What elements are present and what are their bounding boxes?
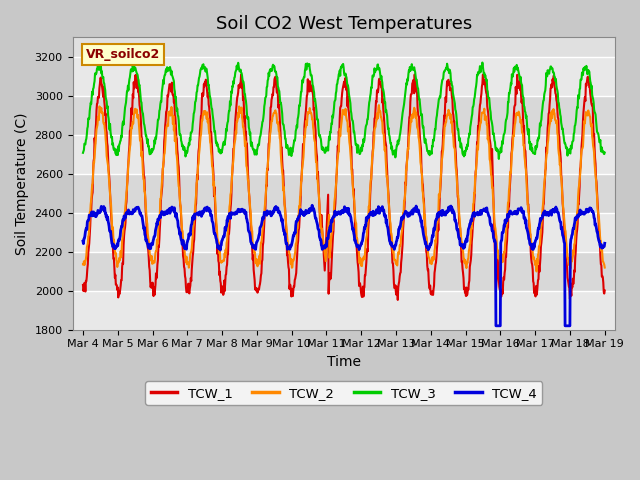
Bar: [72, 291, 615, 330]
Y-axis label: Soil Temperature (C): Soil Temperature (C): [15, 112, 29, 255]
Bar: [72, 213, 615, 252]
Bar: [72, 252, 615, 291]
Bar: [72, 96, 615, 135]
Bar: [72, 135, 615, 174]
Title: Soil CO2 West Temperatures: Soil CO2 West Temperatures: [216, 15, 472, 33]
Text: VR_soilco2: VR_soilco2: [86, 48, 161, 61]
Bar: [72, 174, 615, 213]
Bar: [72, 57, 615, 96]
Legend: TCW_1, TCW_2, TCW_3, TCW_4: TCW_1, TCW_2, TCW_3, TCW_4: [145, 382, 542, 405]
X-axis label: Time: Time: [327, 355, 361, 369]
